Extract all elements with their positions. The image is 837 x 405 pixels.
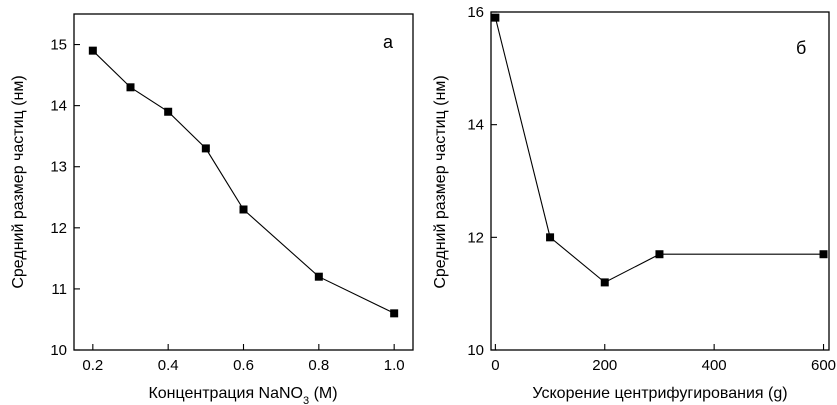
data-point-b-4 [819,250,828,259]
y-tick-label-a-1: 11 [51,281,67,298]
plot-frame-b [490,11,830,351]
series-a [88,46,399,318]
data-point-a-5 [314,272,323,281]
chart-panel-a: 0.2 0.4 0.6 0.8 1.0 10 11 12 13 14 15 а Средний р… [10,13,414,405]
y-tick-label-a-2: 12 [50,220,67,237]
x-axis-title-a: Концентрация NaNO3 (M) [148,385,337,405]
plot-frame-a [73,13,414,351]
data-point-a-2 [164,107,173,116]
x-axis-title-b: Ускорение центрифугирования (g) [532,385,787,402]
x-tick-label-a-2: 0.6 [233,357,254,374]
chart-panel-b: 0 200 400 600 10 12 14 16 б Средний размер час… [432,4,836,402]
y-tick-label-a-5: 15 [50,37,67,54]
y-tick-label-a-3: 13 [50,159,67,176]
y-tick-label-b-0: 10 [467,342,484,359]
data-point-b-1 [546,233,555,242]
x-tick-label-b-3: 600 [811,357,836,374]
x-axis-title-a-main: Концентрация NaNO [148,385,303,402]
data-point-a-6 [390,309,399,318]
x-ticks-b: 0 200 400 600 [491,344,836,374]
data-point-b-0 [491,13,500,22]
y-ticks-a: 10 11 12 13 14 15 [50,37,80,359]
x-tick-label-b-2: 400 [702,357,727,374]
x-axis-title-a-suffix: (M) [309,385,337,402]
data-point-b-3 [655,250,664,259]
x-axis-title-a-sub: 3 [303,395,309,405]
data-point-a-1 [126,83,135,92]
x-tick-label-a-3: 0.8 [308,357,329,374]
data-point-b-2 [600,278,609,287]
x-ticks-a: 0.2 0.4 0.6 0.8 1.0 [82,344,405,374]
x-tick-label-b-0: 0 [491,357,499,374]
series-line-a [92,50,395,314]
panel-label-b: б [796,38,806,58]
x-tick-label-a-4: 1.0 [384,357,405,374]
y-tick-label-b-2: 14 [467,117,484,134]
data-point-a-4 [239,205,248,214]
y-tick-label-b-1: 12 [467,229,484,246]
y-axis-title-a: Средний размер частиц (нм) [10,75,27,288]
y-axis-title-b: Средний размер частиц (нм) [432,75,449,288]
y-tick-label-a-4: 14 [50,98,67,115]
x-tick-label-b-1: 200 [592,357,617,374]
y-tick-label-b-3: 16 [467,4,484,21]
data-point-a-0 [88,46,97,55]
series-b [491,13,828,287]
y-ticks-b: 10 12 14 16 [467,4,497,359]
y-tick-label-a-0: 10 [50,342,67,359]
series-line-b [494,17,824,284]
x-tick-label-a-1: 0.4 [158,357,179,374]
x-tick-label-a-0: 0.2 [82,357,103,374]
panel-label-a: а [383,32,394,52]
data-point-a-3 [201,144,210,153]
